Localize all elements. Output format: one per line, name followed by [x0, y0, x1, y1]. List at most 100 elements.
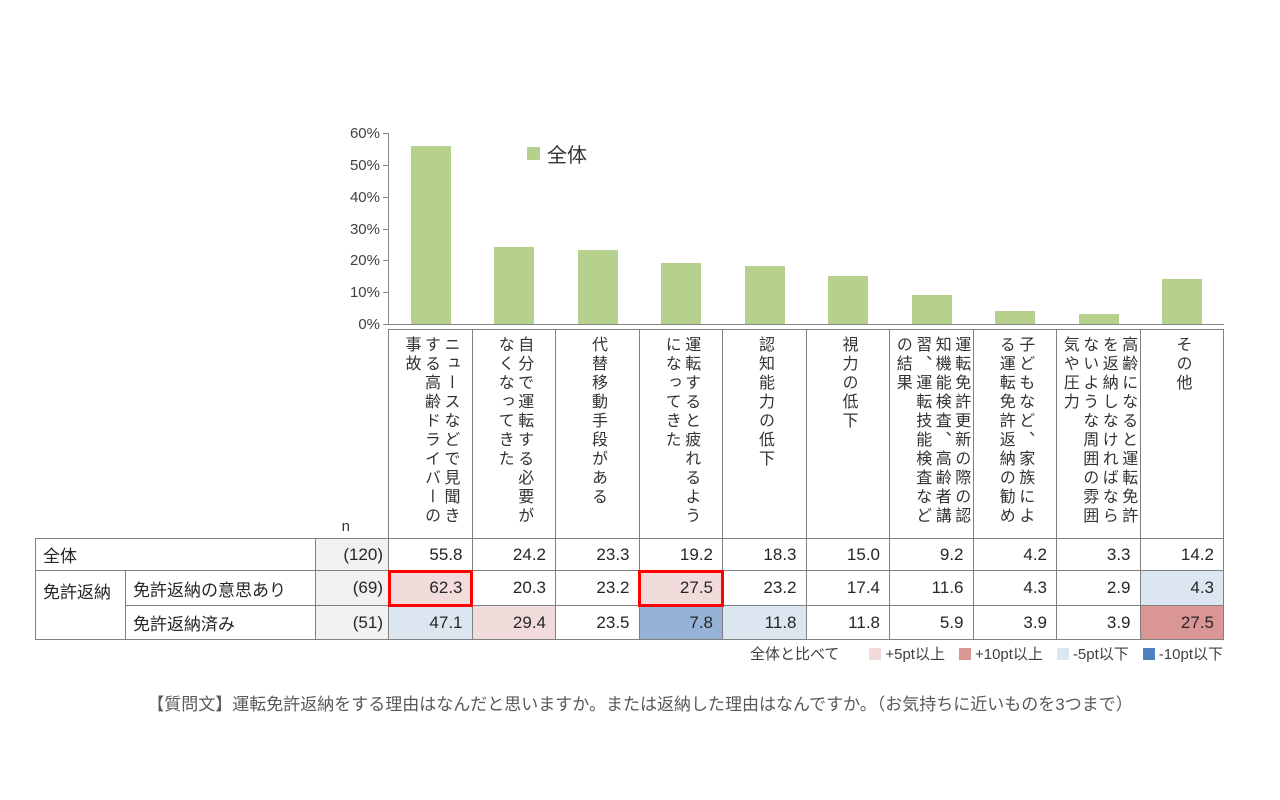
y-axis-label: 60% — [349, 125, 380, 142]
y-axis-tick — [383, 228, 388, 230]
value-cell: 23.3 — [555, 538, 640, 571]
value-cell: 5.9 — [889, 605, 974, 640]
category-header-text: 自分で運転する必要がなくなってきた — [495, 336, 533, 526]
table-header-row: n ニュースなどで見聞きする高齢ドライバーの事故 自分で運転する必要がなくなってきた… — [36, 329, 1224, 539]
question-text: 【質問文】運転免許返納をする理由はなんだと思いますか。または返納した理由はなんで… — [147, 695, 1133, 714]
diff-legend-swatch — [1056, 647, 1069, 660]
value-cell: 47.1 — [388, 605, 473, 640]
row-label-zumi: 免許返納済み — [125, 605, 316, 640]
value-cell: 23.5 — [555, 605, 640, 640]
y-axis-tick — [383, 164, 388, 166]
category-header-6: 視力の低下 — [805, 329, 890, 539]
category-header-text: 運転すると疲れるようになってきた — [662, 336, 700, 526]
value-cell: 17.4 — [805, 570, 890, 606]
value-cell: 29.4 — [471, 605, 556, 640]
value-cell: 20.3 — [471, 570, 556, 606]
category-header-text: 視力の低下 — [839, 336, 857, 431]
category-header-8: 子どもなど、家族による運転免許返納の勧め — [972, 329, 1057, 539]
category-header-text: 子どもなど、家族による運転免許返納の勧め — [996, 336, 1034, 526]
diff-legend-swatch — [1142, 647, 1155, 660]
value-cell: 3.3 — [1056, 538, 1141, 571]
y-axis-tick — [383, 260, 388, 262]
bar-全体-6 — [828, 276, 869, 324]
category-header-text: ニュースなどで見聞きする高齢ドライバーの事故 — [402, 336, 459, 526]
diff-legend-item: +10pt以上 — [958, 643, 1043, 664]
bar-chart-plot-area — [388, 133, 1224, 325]
legend-swatch-zentai — [527, 147, 540, 160]
diff-legend-item: -10pt以下 — [1142, 643, 1223, 664]
value-cell: 24.2 — [471, 538, 556, 571]
value-cell: 11.8 — [722, 605, 807, 640]
diff-legend-item: +5pt以上 — [869, 643, 945, 664]
category-header-9: 高齢になると運転免許を返納しなければならないような周囲の雰囲気や圧力 — [1056, 329, 1141, 539]
chart-legend: 全体 — [527, 139, 587, 168]
y-axis-label: 40% — [349, 188, 380, 206]
results-table: n ニュースなどで見聞きする高齢ドライバーの事故 自分で運転する必要がなくなってきた… — [35, 329, 1224, 640]
y-axis-label: 20% — [349, 252, 380, 270]
value-cell: 18.3 — [722, 538, 807, 571]
category-header-text: 認知能力の低下 — [756, 336, 773, 469]
value-cell: 3.9 — [1056, 605, 1141, 640]
value-cell: 62.3 — [387, 569, 473, 607]
value-cell: 27.5 — [638, 569, 724, 607]
category-header-4: 運転すると疲れるようになってきた — [638, 329, 723, 539]
value-cell: 4.3 — [972, 570, 1057, 606]
diff-legend-label: +5pt以上 — [885, 646, 945, 663]
y-axis-tick — [383, 292, 388, 294]
bar-全体-9 — [1078, 313, 1119, 324]
value-cell: 7.8 — [638, 605, 723, 640]
value-cell: 9.2 — [889, 538, 974, 571]
diff-legend-label: -5pt以下 — [1072, 646, 1129, 663]
value-cell: 19.2 — [638, 538, 723, 571]
category-header-text: その他 — [1173, 336, 1191, 393]
diff-legend-label: -10pt以下 — [1158, 646, 1223, 663]
category-header-text: 運転免許更新の際の認知機能検査、高齢者講習、運転技能検査などの結果 — [893, 336, 970, 526]
diff-legend-prefix: 全体と比べて — [749, 646, 840, 663]
row-label-zentai: 全体 — [35, 538, 316, 571]
y-axis-tick — [383, 324, 388, 325]
n-cell: (51) — [315, 605, 389, 640]
value-cell: 4.3 — [1139, 570, 1224, 606]
bar-全体-7 — [911, 294, 952, 324]
row-group-label: 免許返納 — [35, 570, 126, 640]
table-row-全体: 全体 (120) 55.8 24.2 23.3 19.2 18.3 15.0 9.2 4.2 3.3… — [35, 538, 1224, 571]
y-axis-tick — [383, 196, 388, 198]
y-axis-label: 10% — [349, 284, 380, 302]
value-cell: 2.9 — [1056, 570, 1141, 606]
bar-全体-2 — [494, 246, 535, 324]
category-header-10: その他 — [1139, 329, 1224, 539]
category-header-text: 代替移動手段がある — [589, 336, 606, 507]
category-header-5: 認知能力の低下 — [722, 329, 807, 539]
table-row-免許返納済み: 免許返納済み (51) 47.1 29.4 23.5 7.8 11.8 11.8 5.9 3.9 3… — [36, 605, 1224, 640]
value-cell: 14.2 — [1139, 538, 1224, 571]
table-row-免許返納の意思あり: 免許返納 免許返納の意思あり (69) 62.3 20.3 23.2 27.5 23.2 17.… — [35, 569, 1224, 640]
legend-label: 全体 — [547, 145, 587, 167]
category-header-1: ニュースなどで見聞きする高齢ドライバーの事故 — [388, 329, 473, 539]
category-header-7: 運転免許更新の際の認知機能検査、高齢者講習、運転技能検査などの結果 — [889, 329, 974, 539]
bar-全体-8 — [995, 310, 1036, 324]
value-cell: 55.8 — [388, 538, 473, 571]
diff-legend-label: +10pt以上 — [974, 646, 1043, 663]
category-header-2: 自分で運転する必要がなくなってきた — [471, 329, 556, 539]
value-cell: 4.2 — [972, 538, 1057, 571]
diff-color-legend: 全体と比べて +5pt以上 +10pt以上 -5pt以下 -10pt以下 — [750, 643, 1223, 664]
y-axis-label: 30% — [349, 220, 380, 238]
n-column-header: n — [341, 518, 350, 535]
value-cell: 3.9 — [972, 605, 1057, 640]
y-axis-label: 50% — [349, 156, 380, 174]
bar-全体-3 — [577, 249, 618, 324]
value-cell: 23.2 — [555, 570, 640, 606]
n-cell: (69) — [315, 570, 389, 606]
diff-legend-swatch — [958, 647, 971, 660]
row-label-ishiari: 免許返納の意思あり — [125, 570, 316, 606]
category-header-text: 高齢になると運転免許を返納しなければならないような周囲の雰囲気や圧力 — [1060, 336, 1137, 526]
value-cell: 15.0 — [805, 538, 890, 571]
diff-legend-swatch — [869, 647, 882, 660]
n-cell: (120) — [315, 538, 389, 571]
bar-全体-5 — [744, 265, 785, 324]
value-cell: 11.6 — [889, 570, 974, 606]
y-axis-tick — [383, 133, 388, 134]
bar-全体-4 — [661, 262, 702, 324]
value-cell: 27.5 — [1139, 605, 1224, 640]
